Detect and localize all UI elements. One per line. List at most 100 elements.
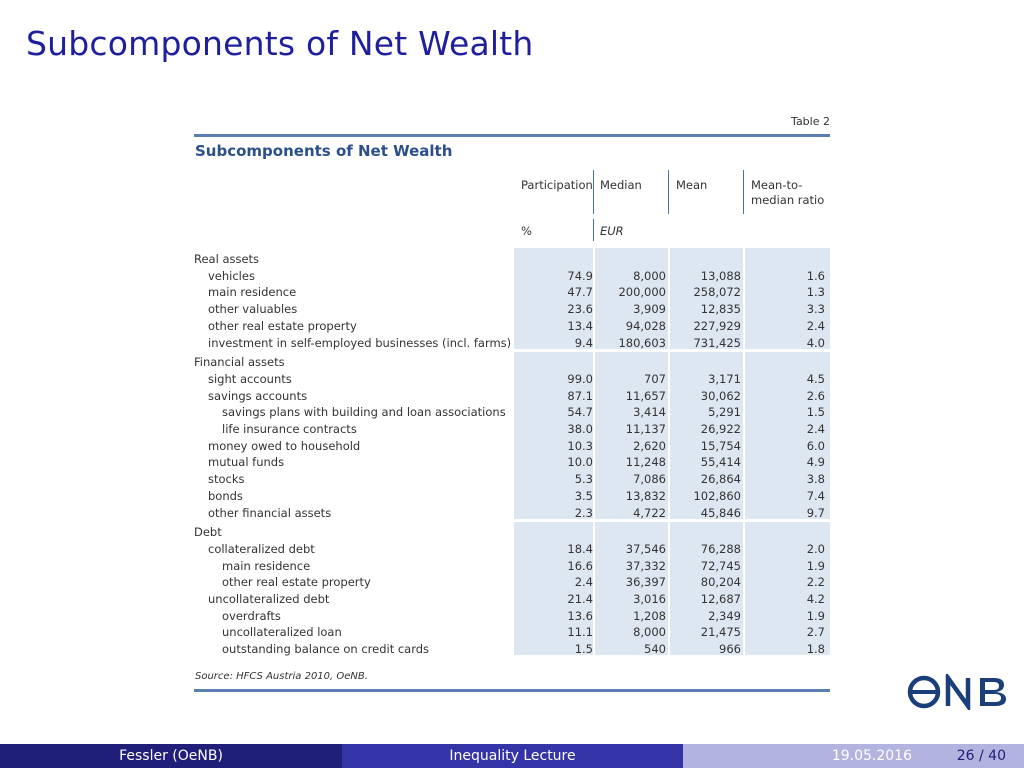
row-label: main residence: [222, 558, 311, 573]
row-label: collateralized debt: [208, 541, 315, 556]
cell-participation: 2.3: [574, 505, 593, 520]
cell-participation: 18.4: [567, 541, 593, 556]
row-label: other financial assets: [208, 505, 332, 520]
cell-ratio: 2.7: [806, 625, 825, 640]
cell-participation: 2.4: [574, 575, 593, 590]
row-label: money owed to household: [208, 438, 361, 453]
table-row: other valuables 23.6 3,909 12,835 3.3: [194, 301, 830, 318]
oenb-logo-icon: [906, 670, 1018, 718]
cell-ratio: 2.4: [806, 318, 825, 333]
cell-participation: 87.1: [567, 388, 593, 403]
cell-participation: 38.0: [567, 422, 593, 436]
row-label: investment in self-employed businesses (…: [208, 335, 512, 350]
table-row: outstanding balance on credit cards 1.5 54…: [194, 641, 830, 658]
data-table: Table 2 Subcomponents of Net Wealth Part…: [194, 115, 830, 695]
cell-mean: 21,475: [700, 625, 741, 640]
table-row: investment in self-employed businesses (…: [194, 335, 830, 352]
cell-median: 3,414: [633, 405, 666, 420]
cell-median: 11,248: [625, 455, 666, 470]
cell-ratio: 2.0: [806, 541, 825, 556]
column-gap: [593, 248, 595, 655]
cell-median: 200,000: [618, 285, 666, 300]
footer-date: 19.05.2016: [831, 748, 912, 764]
cell-ratio: 2.2: [806, 575, 825, 590]
shade-real-assets: [514, 248, 830, 349]
table-row: overdrafts 13.6 1,208 2,349 1.9: [194, 608, 830, 625]
row-label: stocks: [208, 472, 245, 487]
cell-mean: 30,062: [700, 388, 741, 403]
cell-mean: 3,171: [708, 371, 741, 386]
cell-median: 36,397: [625, 575, 666, 590]
row-label: uncollateralized debt: [208, 592, 330, 606]
row-label: savings accounts: [208, 388, 308, 403]
cell-participation: 23.6: [567, 302, 593, 317]
group-label: Debt: [194, 525, 222, 540]
cell-mean: 731,425: [693, 335, 741, 350]
cell-participation: 54.7: [567, 405, 593, 420]
row-label: outstanding balance on credit cards: [222, 642, 430, 657]
cell-participation: 16.6: [567, 558, 593, 573]
row-label: other real estate property: [208, 318, 357, 333]
cell-ratio: 1.8: [806, 642, 825, 657]
cell-ratio: 4.2: [806, 592, 825, 606]
cell-mean: 80,204: [700, 575, 741, 590]
cell-mean: 13,088: [700, 268, 741, 283]
table-row: uncollateralized loan 11.1 8,000 21,475 2.7: [194, 624, 830, 641]
group-label: Financial assets: [194, 355, 285, 370]
cell-participation: 5.3: [574, 472, 593, 487]
cell-median: 8,000: [633, 625, 666, 640]
cell-median: 4,722: [633, 505, 666, 520]
header-mean: Mean: [676, 178, 708, 192]
cell-participation: 10.3: [567, 438, 593, 453]
table-row: stocks 5.3 7,086 26,864 3.8: [194, 471, 830, 488]
cell-ratio: 9.7: [806, 505, 825, 520]
cell-participation: 10.0: [567, 455, 593, 470]
cell-mean: 5,291: [708, 405, 741, 420]
column-gap: [668, 248, 670, 655]
cell-ratio: 4.0: [806, 335, 825, 350]
cell-mean: 26,922: [700, 422, 741, 436]
table-row: uncollateralized debt 21.4 3,016 12,687 4.2: [194, 591, 830, 608]
cell-ratio: 2.6: [806, 388, 825, 403]
row-label: mutual funds: [208, 455, 285, 470]
shade-debt: [514, 522, 830, 655]
cell-mean: 55,414: [700, 455, 741, 470]
oenb-logo-svg: [907, 670, 1006, 714]
cell-ratio: 1.6: [806, 268, 825, 283]
cell-median: 94,028: [625, 318, 666, 333]
footer-author: Fessler (OeNB): [0, 744, 342, 768]
header-divider: [668, 170, 669, 214]
group-header-row: Debt: [194, 524, 830, 541]
row-label: other real estate property: [222, 575, 371, 590]
table-bottom-rule: [194, 689, 830, 692]
group-label: Real assets: [194, 252, 260, 266]
cell-median: 8,000: [633, 268, 666, 283]
cell-median: 540: [644, 642, 666, 657]
cell-participation: 9.4: [574, 335, 593, 350]
table-row: other financial assets 2.3 4,722 45,846 9.7: [194, 505, 830, 522]
cell-median: 2,620: [633, 438, 666, 453]
header-divider: [743, 170, 744, 214]
cell-median: 180,603: [618, 335, 666, 350]
table-row: vehicles 74.9 8,000 13,088 1.6: [194, 268, 830, 285]
cell-ratio: 2.4: [806, 422, 825, 436]
row-label: life insurance contracts: [222, 422, 357, 436]
cell-mean: 227,929: [693, 318, 741, 333]
table-row: sight accounts 99.0 707 3,171 4.5: [194, 371, 830, 388]
header-participation: Participation: [521, 178, 593, 192]
cell-mean: 12,835: [700, 302, 741, 317]
cell-mean: 45,846: [700, 505, 741, 520]
unit-divider: [593, 219, 594, 241]
cell-mean: 26,864: [700, 472, 741, 487]
cell-ratio: 7.4: [806, 488, 825, 503]
cell-mean: 966: [719, 642, 741, 657]
table-source: Source: HFCS Austria 2010, OeNB.: [195, 671, 368, 682]
table-row: life insurance contracts 38.0 11,137 26,922…: [194, 421, 830, 438]
row-label: uncollateralized loan: [222, 625, 342, 640]
cell-ratio: 3.3: [806, 302, 825, 317]
cell-median: 3,016: [633, 592, 666, 606]
table-row: bonds 3.5 13,832 102,860 7.4: [194, 488, 830, 505]
cell-participation: 13.4: [567, 318, 593, 333]
footer-right: 19.05.2016 26 / 40: [683, 744, 1024, 768]
table-number: Table 2: [791, 115, 830, 128]
